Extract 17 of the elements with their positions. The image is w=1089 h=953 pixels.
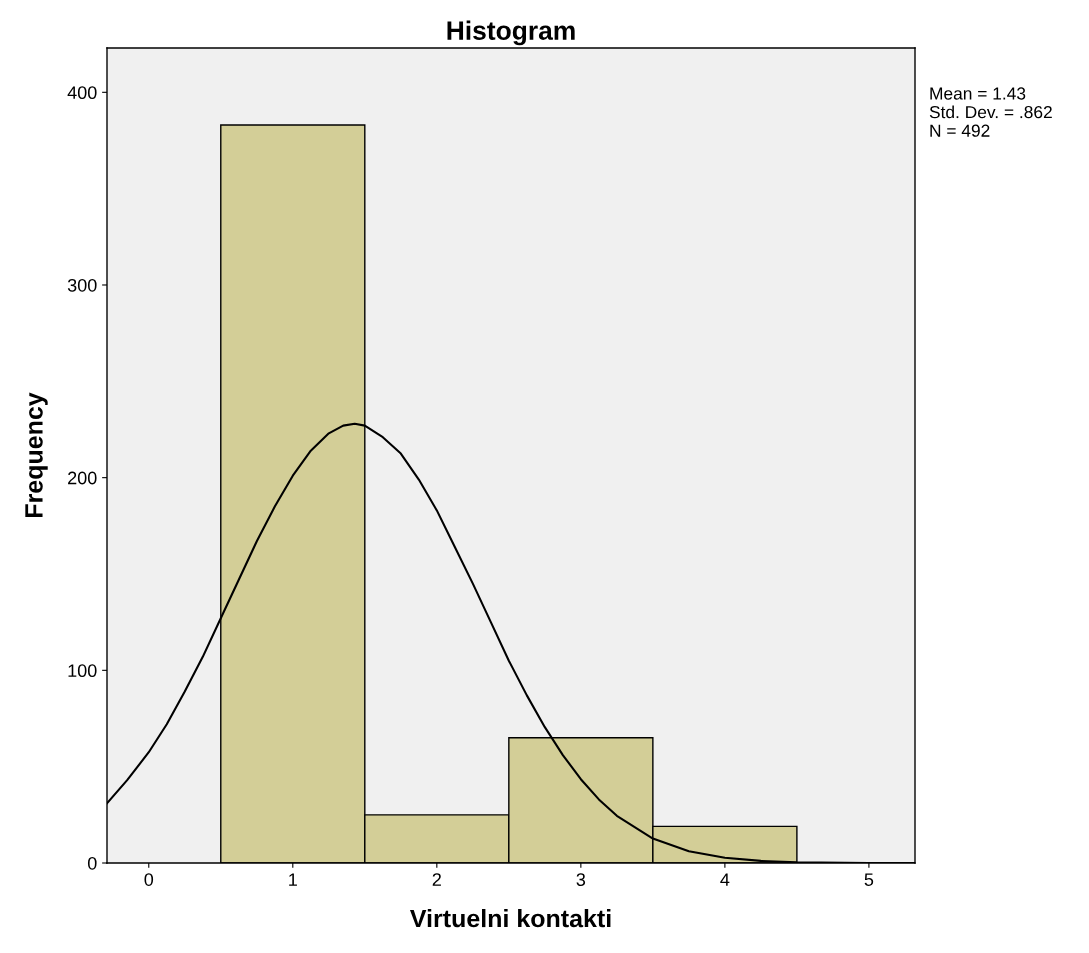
x-tick-label: 0 [144, 873, 154, 886]
y-tick-label: 200 [68, 471, 97, 485]
text: Std. Dev. = .862 [929, 105, 1052, 119]
x-tick-label: 5 [864, 873, 874, 886]
x-tick-label: 1 [289, 873, 297, 886]
y-tick-label: 400 [67, 86, 97, 100]
y-tick-label: 100 [68, 664, 97, 678]
y-tick-label: 300 [67, 278, 97, 292]
x-axis-title: Virtuelni kontakti [409, 909, 611, 928]
x-tick-label: 3 [576, 873, 586, 886]
text: N = 492 [930, 124, 990, 137]
text: Mean = 1.43 [930, 87, 1026, 100]
chart-title: Histogram [447, 20, 575, 46]
y-axis-title: Frequency [25, 392, 48, 518]
x-tick-label: 2 [432, 873, 441, 886]
x-tick-label: 4 [720, 873, 730, 886]
y-tick-label: 0 [87, 856, 97, 870]
